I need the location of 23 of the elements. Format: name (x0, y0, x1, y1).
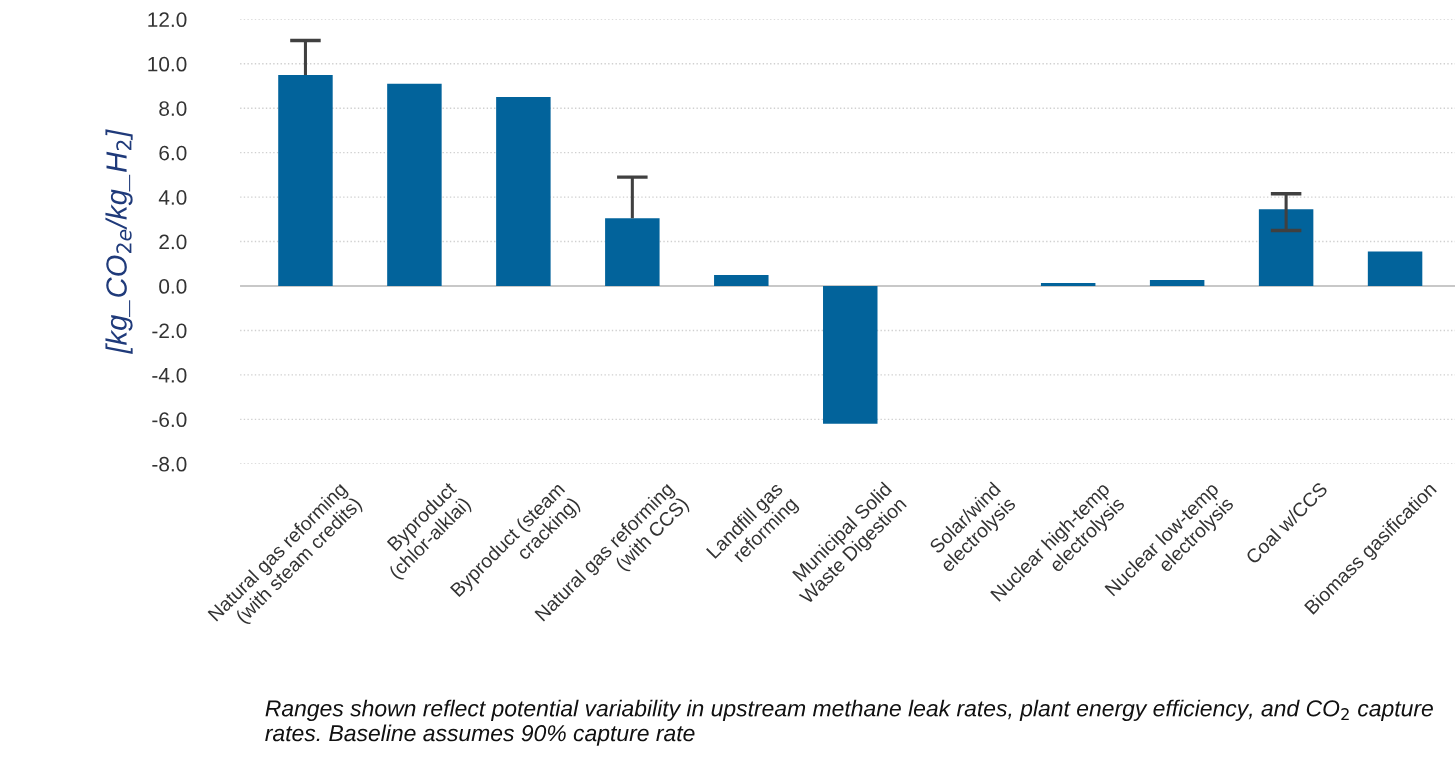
y-tick-label: -4.0 (152, 367, 187, 383)
bar (605, 218, 660, 287)
bar (714, 274, 769, 287)
y-tick-label: 8.0 (159, 101, 187, 116)
bar (1040, 282, 1096, 287)
y-tick-label: 10.0 (148, 56, 187, 72)
y-tick-label: -6.0 (152, 412, 187, 428)
y-tick-label: 12.0 (148, 12, 187, 28)
y-tick-label: -8.0 (152, 456, 187, 472)
y-tick-label: 6.0 (159, 145, 187, 161)
y-tick-label: 4.0 (158, 190, 187, 205)
bar (387, 83, 442, 287)
bar (496, 97, 551, 287)
bar (823, 286, 878, 424)
y-tick-label: 0.0 (159, 279, 187, 294)
bar (1149, 280, 1205, 287)
text: Ranges shown reflect potential variability in upstream methane leak rates, plant energy efficiency, and CO$_{2}$ capture rates. Baseline assumes 90% capture rate (265, 699, 1433, 746)
bar (1258, 209, 1314, 287)
y-tick-label: -2.0 (152, 323, 187, 339)
y-axis-title: [kg_CO$_{2e}$/kg_H$_{2}$] (105, 129, 133, 355)
bar (278, 74, 333, 287)
y-tick-label: 2.0 (159, 234, 187, 250)
bar (1367, 251, 1423, 287)
